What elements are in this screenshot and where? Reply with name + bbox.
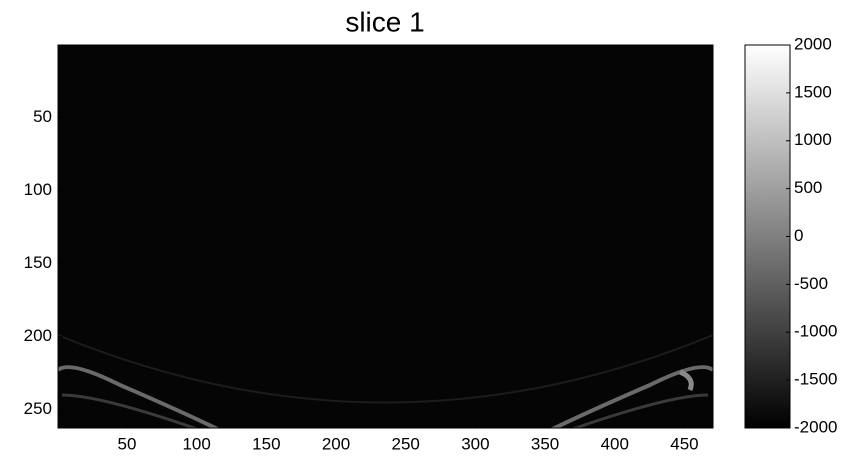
- image: [58, 45, 713, 440]
- chart-title: slice 1: [345, 6, 424, 37]
- colorbar-tick-label: 0: [794, 226, 803, 245]
- y-tick-label: 50: [33, 107, 52, 126]
- colorbar-tick-label: -1500: [794, 370, 837, 389]
- x-tick-label: 350: [531, 434, 559, 453]
- colorbar-tick-label: 500: [794, 178, 822, 197]
- x-tick-label: 250: [392, 434, 420, 453]
- y-tick-label: 150: [24, 253, 52, 272]
- x-tick-label: 200: [322, 434, 350, 453]
- image-background: [58, 45, 713, 428]
- colorbar-tick-label: -2000: [794, 417, 837, 436]
- colorbar-tick-label: 1000: [794, 130, 832, 149]
- page: {"chart_data": {"type": "image", "title"…: [0, 0, 850, 459]
- colorbar-tick-label: 2000: [794, 34, 832, 53]
- colorbar-tick-label: -1000: [794, 322, 837, 341]
- x-tick-label: 150: [252, 434, 280, 453]
- x-tick-label: 450: [670, 434, 698, 453]
- colorbar-tick-label: 1500: [794, 82, 832, 101]
- x-tick-label: 300: [461, 434, 489, 453]
- colorbar: [745, 45, 790, 428]
- y-tick-label: 200: [24, 326, 52, 345]
- x-tick-label: 100: [182, 434, 210, 453]
- chart: slice 1 50 100 150 200 250 300 350 400 450 50 100 1…: [0, 0, 850, 459]
- x-tick-label: 50: [118, 434, 137, 453]
- y-tick-label: 100: [24, 180, 52, 199]
- colorbar-tick-label: -500: [794, 274, 828, 293]
- x-tick-label: 400: [601, 434, 629, 453]
- y-tick-label: 250: [24, 399, 52, 418]
